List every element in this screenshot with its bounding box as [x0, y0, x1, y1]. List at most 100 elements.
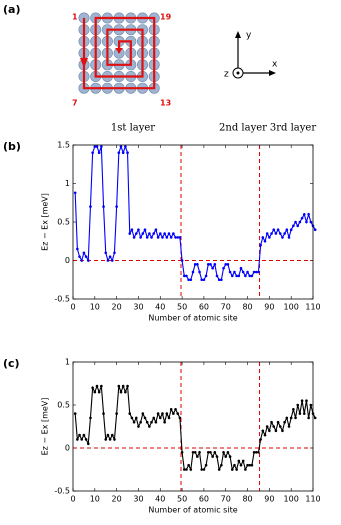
x-tick-label: 20: [112, 495, 122, 504]
data-point: [268, 236, 271, 239]
plot-frame: [72, 144, 314, 300]
data-point: [285, 228, 289, 231]
y-tick-label: 0.5: [57, 401, 70, 410]
data-point: [163, 420, 166, 424]
data-point: [143, 416, 147, 420]
data-point: [152, 232, 156, 235]
data-point: [102, 205, 105, 208]
data-point: [189, 468, 193, 471]
data-point: [254, 451, 258, 454]
data-point: [307, 213, 310, 216]
data-point: [134, 232, 138, 235]
data-point: [187, 463, 190, 467]
data-point: [191, 451, 195, 454]
data-point: [117, 384, 121, 388]
x-tick-label: 50: [177, 495, 187, 504]
data-point: [296, 224, 300, 228]
arrow-head: [235, 31, 241, 38]
x-tick-label: 90: [264, 303, 274, 312]
data-point: [202, 278, 206, 282]
y-tick-label: 1.5: [57, 141, 70, 150]
data-point: [91, 151, 94, 154]
data-point: [163, 232, 166, 235]
x-tick-label: 40: [155, 495, 165, 504]
data-point: [169, 408, 173, 411]
data-point: [180, 451, 184, 454]
data-point: [287, 236, 291, 239]
x-axis-label: Number of atomic site: [148, 506, 237, 515]
data-point: [130, 416, 134, 420]
data-point: [230, 274, 234, 278]
data-line: [74, 144, 316, 281]
spiral-path: [82, 16, 156, 90]
data-point: [209, 451, 212, 454]
data-point: [126, 384, 129, 388]
data-point: [263, 433, 267, 437]
data-point: [235, 468, 238, 471]
data-point: [189, 278, 193, 282]
x-tick-label: 20: [112, 303, 122, 312]
x-tick-label: 70: [221, 303, 231, 312]
data-point: [202, 468, 206, 471]
data-point: [270, 420, 273, 424]
data-point: [119, 145, 123, 148]
data-point: [97, 151, 101, 154]
data-point: [204, 463, 208, 467]
data-point: [300, 216, 304, 220]
data-point: [91, 386, 94, 390]
data-point: [281, 429, 284, 433]
data-point: [283, 420, 286, 424]
data-point: [226, 451, 230, 454]
x-tick-label: 60: [199, 495, 209, 504]
data-point: [169, 236, 173, 239]
axis-label: z: [224, 70, 229, 80]
data-point: [217, 468, 221, 471]
data-point: [115, 412, 118, 415]
data-point: [165, 412, 169, 415]
data-point: [287, 425, 291, 428]
data-point: [95, 145, 99, 148]
data-point: [143, 228, 147, 231]
data-point: [235, 274, 238, 278]
data-point: [130, 228, 134, 231]
data-point: [268, 429, 271, 433]
data-point: [281, 236, 284, 239]
data-point: [110, 259, 114, 262]
data-point: [148, 232, 151, 235]
data-point: [141, 412, 145, 415]
data-point: [252, 451, 256, 454]
x-tick-label: 110: [305, 303, 320, 312]
data-point: [158, 416, 162, 420]
data-point: [86, 259, 90, 262]
data-point: [137, 425, 140, 428]
x-tick-label: 40: [155, 303, 165, 312]
data-point: [148, 425, 151, 428]
data-point: [257, 451, 260, 454]
y-tick-label: 0: [65, 444, 70, 453]
data-point: [224, 455, 228, 458]
data-point: [106, 433, 110, 437]
data-point: [309, 403, 313, 407]
data-point: [289, 228, 293, 231]
data-point: [86, 442, 90, 446]
data-point: [261, 236, 265, 239]
data-point: [100, 145, 103, 148]
data-point: [141, 232, 145, 235]
data-point: [104, 438, 108, 441]
data-point: [248, 463, 252, 467]
data-point: [265, 232, 269, 235]
data-point: [174, 236, 177, 239]
y-tick-label: -0.5: [54, 487, 70, 496]
data-point: [283, 232, 286, 235]
data-point: [224, 263, 228, 266]
data-point: [246, 463, 249, 467]
panel-label: (c): [3, 357, 20, 370]
data-point: [265, 425, 269, 428]
data-point: [139, 236, 142, 239]
data-point: [209, 263, 212, 266]
data-point: [220, 278, 223, 282]
data-point: [276, 420, 280, 424]
data-point: [222, 266, 225, 270]
data-point: [222, 451, 225, 454]
